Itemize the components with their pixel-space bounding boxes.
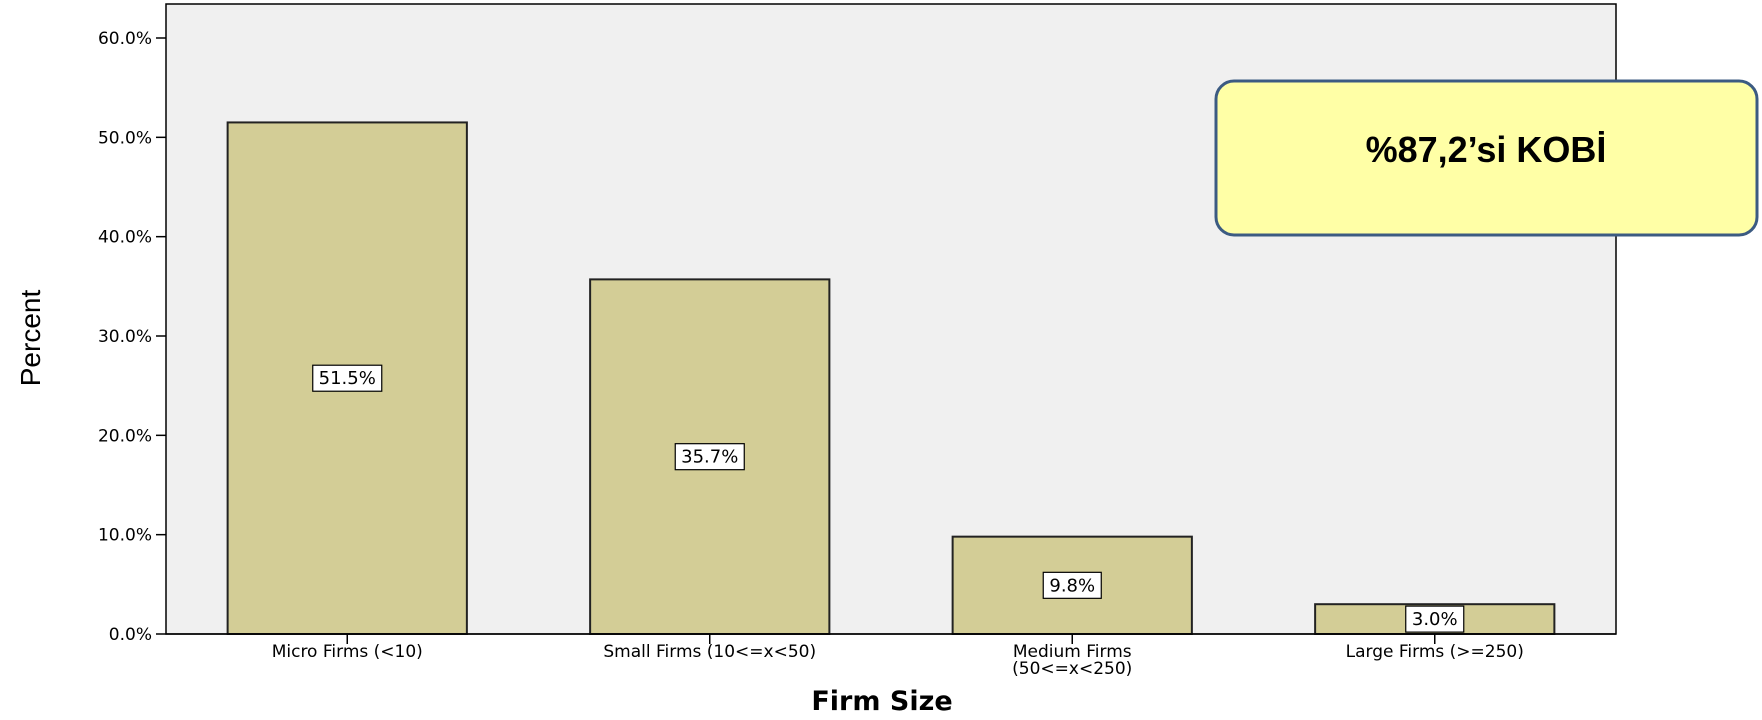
y-tick-label: 20.0% — [98, 426, 152, 446]
bars: 51.5% 35.7% 9.8% 3.0% — [226, 121, 1556, 636]
y-axis: 0.0% 10.0% 20.0% 30.0% 40.0% 50.0% 60.0% — [98, 29, 166, 645]
data-label-box — [674, 443, 745, 471]
y-tick-label: 30.0% — [98, 327, 152, 347]
data-label: 3.0% — [1412, 609, 1458, 630]
y-tick-label: 10.0% — [98, 526, 152, 546]
x-tick-label: Micro Firms (<10) — [272, 642, 423, 662]
x-axis: Micro Firms (<10) Small Firms (10<=x<50) M… — [166, 633, 1616, 679]
x-tick-label: Medium Firms — [1013, 642, 1132, 662]
x-axis-title: Firm Size — [811, 686, 952, 715]
data-label: 35.7% — [681, 447, 738, 468]
data-label-box — [1042, 571, 1102, 599]
data-label-box — [312, 364, 383, 392]
callout-background — [1214, 79, 1759, 237]
data-label: 9.8% — [1049, 575, 1095, 596]
y-tick-label: 40.0% — [98, 228, 152, 248]
x-tick-label: Large Firms (>=250) — [1346, 642, 1524, 662]
y-tick-label: 60.0% — [98, 29, 152, 49]
data-label: 51.5% — [319, 368, 376, 389]
y-tick-label: 50.0% — [98, 128, 152, 148]
callout-text: %87,2’si KOBİ — [1366, 129, 1607, 170]
x-tick-label: Small Firms (10<=x<50) — [603, 642, 816, 662]
data-label-box — [1405, 605, 1465, 633]
x-tick-label: (50<=x<250) — [1012, 659, 1132, 679]
y-tick-label: 0.0% — [109, 625, 152, 645]
y-axis-title: Percent — [15, 290, 46, 387]
callout-box: %87,2’si KOBİ — [1214, 79, 1759, 237]
